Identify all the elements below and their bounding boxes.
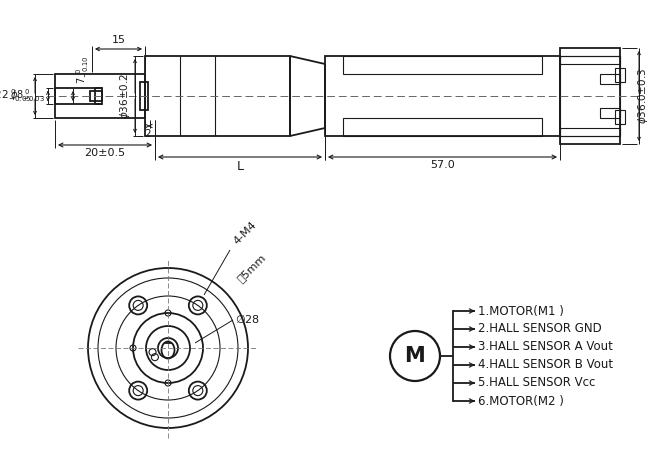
Bar (560, 56, 620, 136)
Text: 2.HALL SENSOR GND: 2.HALL SENSOR GND (478, 322, 602, 336)
Text: 20±0.5: 20±0.5 (84, 148, 125, 158)
Bar (600, 108, 620, 118)
Text: 6.MOTOR(M2 ): 6.MOTOR(M2 ) (478, 395, 564, 407)
Bar (615, 110, 625, 124)
Text: L: L (237, 160, 244, 173)
Bar (140, 82, 148, 110)
Bar (145, 56, 290, 136)
Text: $\varnothing$28: $\varnothing$28 (235, 313, 260, 325)
Text: $\phi$36±0.2: $\phi$36±0.2 (118, 73, 132, 119)
Bar (343, 118, 542, 136)
Text: 5.HALL SENSOR Vcc: 5.HALL SENSOR Vcc (478, 377, 595, 390)
Bar (55, 74, 145, 118)
Text: 2: 2 (144, 129, 151, 139)
Text: M: M (404, 346, 425, 366)
Text: 57.0: 57.0 (430, 160, 455, 170)
Text: $\phi$8$^{\ 0}_{-0.03}$: $\phi$8$^{\ 0}_{-0.03}$ (10, 88, 45, 104)
Text: $\phi$36.0±0.3: $\phi$36.0±0.3 (636, 68, 650, 124)
Bar (560, 48, 620, 144)
Text: 1.MOTOR(M1 ): 1.MOTOR(M1 ) (478, 304, 564, 317)
Bar (560, 56, 620, 64)
Text: 深5mm: 深5mm (235, 252, 267, 284)
Text: $\phi$22$^{\ 0}_{-0.05}$: $\phi$22$^{\ 0}_{-0.05}$ (0, 88, 32, 104)
Bar (325, 56, 560, 136)
Bar (343, 56, 542, 74)
Text: $7^{\ \ 0}_{-0.10}$: $7^{\ \ 0}_{-0.10}$ (75, 55, 92, 84)
Bar (615, 68, 625, 82)
Text: 15: 15 (112, 35, 125, 45)
Text: 3.HALL SENSOR A Vout: 3.HALL SENSOR A Vout (478, 341, 613, 354)
Text: 4-M4: 4-M4 (232, 219, 259, 246)
Bar (560, 128, 620, 136)
Bar (600, 74, 620, 84)
Bar (55, 88, 102, 104)
Bar (90, 91, 102, 101)
Text: 4.HALL SENSOR B Vout: 4.HALL SENSOR B Vout (478, 358, 613, 371)
